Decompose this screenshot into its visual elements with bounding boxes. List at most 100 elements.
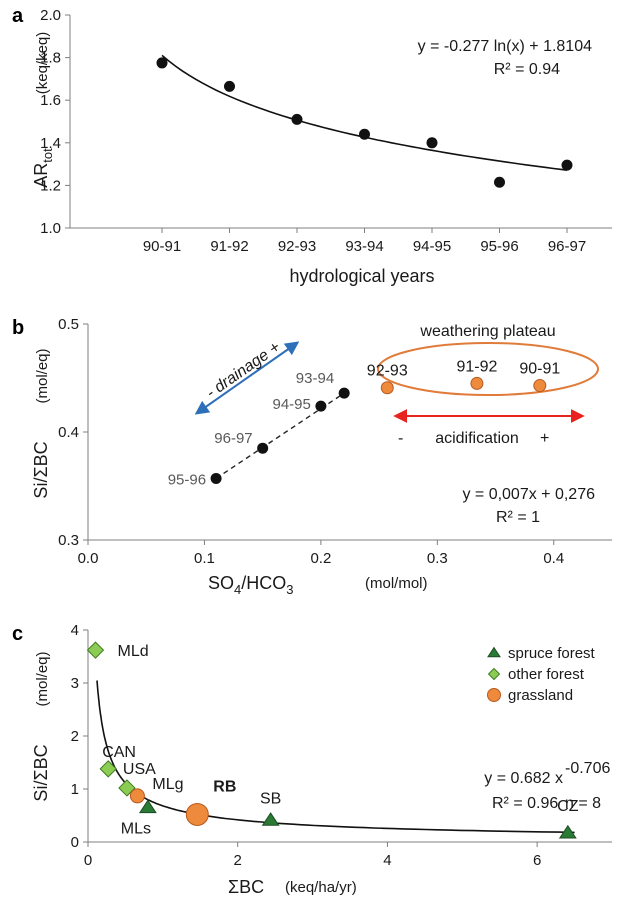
panel-c-x-unit: (keq/ha/yr) bbox=[285, 879, 357, 896]
panel-a-x-tick-label: 92-93 bbox=[278, 238, 316, 255]
panel-b-point bbox=[210, 472, 222, 484]
panel-b-x-label-so: SO bbox=[208, 573, 234, 593]
panel-c-x-tick-label: 4 bbox=[383, 852, 391, 869]
panel-a-point bbox=[359, 128, 370, 140]
panel-c-grassland-point bbox=[185, 802, 209, 826]
panel-c-y-tick-label: 0 bbox=[71, 834, 79, 851]
panel-a-y-label: ARtot bbox=[31, 148, 55, 188]
panel-a-point bbox=[494, 176, 505, 188]
panel-c-grassland-point bbox=[129, 788, 145, 804]
panel-b-equation: y = 0,007x + 0,276 bbox=[462, 486, 595, 503]
panel-c-point-label: MLd bbox=[117, 643, 148, 660]
panel-b-point-label: 95-96 bbox=[168, 471, 206, 488]
panel-c-equation: y = 0.682 x bbox=[484, 770, 563, 787]
panel-b-x-tick-label: 0.1 bbox=[194, 550, 215, 567]
panel-a-x-tick-label: 90-91 bbox=[143, 238, 181, 255]
panel-c-y-tick-label: 4 bbox=[71, 622, 79, 639]
panel-c-legend: spruce forest other forest grassland bbox=[487, 645, 596, 704]
panel-a-y-tick-label: 1.4 bbox=[40, 135, 61, 152]
panel-c-r2: R² = 0.96 bbox=[492, 795, 558, 812]
panel-b-plateau-label: 92-93 bbox=[367, 363, 408, 380]
panel-a-letter: a bbox=[12, 5, 24, 27]
panel-a-x-tick-label: 96-97 bbox=[548, 238, 586, 255]
panel-a-equation: y = -0.277 ln(x) + 1.8104 bbox=[418, 38, 592, 55]
panel-a-y-tick-label: 1.0 bbox=[40, 220, 61, 237]
panel-c-point-label: CZ bbox=[557, 798, 579, 815]
panel-b-plateau-point bbox=[380, 381, 394, 395]
panel-b-y-ticks: 0.3 0.4 0.5 bbox=[58, 316, 88, 549]
panel-c-point-label: USA bbox=[123, 761, 156, 778]
acidification-minus: - bbox=[398, 430, 403, 447]
panel-c-y-label: Si/ΣBC bbox=[31, 744, 51, 801]
panel-c-y-ticks: 0 1 2 3 4 bbox=[71, 622, 88, 851]
panel-b-x-tick-label: 0.0 bbox=[78, 550, 99, 567]
panel-c-x-ticks: 0 2 4 6 bbox=[84, 842, 541, 869]
panel-b-x-unit: (mol/mol) bbox=[365, 575, 428, 592]
panel-b-plateau-point bbox=[533, 379, 547, 393]
panel-c-n: n = 8 bbox=[565, 795, 601, 812]
panel-b-letter: b bbox=[12, 317, 24, 339]
panel-a-point bbox=[561, 159, 573, 171]
legend-spruce-marker bbox=[487, 646, 501, 658]
panel-b-point bbox=[338, 387, 350, 399]
panel-a-point bbox=[224, 80, 235, 92]
panel-c-trendline bbox=[96, 680, 575, 834]
panel-a-y-label-sub: tot bbox=[40, 148, 55, 163]
panel-a-point bbox=[426, 137, 438, 149]
drainage-label: - drainage + bbox=[203, 339, 283, 402]
panel-c-point-label: RB bbox=[213, 778, 236, 795]
panel-a-x-label: hydrological years bbox=[289, 266, 434, 286]
panel-c-other-forest-point bbox=[99, 760, 117, 778]
panel-a-point bbox=[156, 57, 168, 69]
panel-b-x-label-sub3: 3 bbox=[286, 582, 293, 597]
legend-entry: spruce forest bbox=[508, 645, 596, 662]
panel-b-x-label: SO4/HCO3 bbox=[208, 573, 293, 597]
panel-a-x-tick-label: 95-96 bbox=[480, 238, 518, 255]
panel-c-x-tick-label: 2 bbox=[234, 852, 242, 869]
drainage-arrow bbox=[194, 341, 300, 415]
panel-b-x-tick-label: 0.4 bbox=[543, 550, 564, 567]
panel-a-r2: R² = 0.94 bbox=[494, 61, 560, 78]
legend-entry: other forest bbox=[508, 666, 585, 683]
panel-c-spruce-point bbox=[261, 812, 280, 826]
legend-entry: grassland bbox=[508, 687, 573, 704]
panel-b-plateau-label: 90-91 bbox=[519, 361, 560, 378]
panel-b-plateau-point bbox=[470, 376, 484, 390]
panel-a-x-tick-label: 91-92 bbox=[210, 238, 248, 255]
panel-a-y-label-main: AR bbox=[31, 163, 51, 188]
panel-b-x-tick-label: 0.3 bbox=[427, 550, 448, 567]
panel-c-other-forest-point bbox=[118, 779, 136, 797]
acidification-word: acidification bbox=[435, 430, 519, 447]
panel-a-y-tick-label: 2.0 bbox=[40, 7, 61, 24]
panel-b-annotations: - drainage + - acidification + bbox=[194, 339, 599, 447]
panel-c-axes bbox=[87, 630, 612, 843]
panel-c-point-label: MLg bbox=[152, 776, 183, 793]
panel-b-y-label: Si/ΣBC bbox=[31, 441, 51, 498]
panel-c-point-label: CAN bbox=[102, 744, 136, 761]
panel-b-marks: 95-96 96-97 94-95 93-94 92-93 91-92 90-91 bbox=[87, 324, 612, 541]
panel-c-point-label: MLs bbox=[121, 821, 151, 838]
panel-b-point-label: 93-94 bbox=[296, 370, 334, 387]
panel-b-y-tick-label: 0.5 bbox=[58, 316, 79, 333]
legend-other-forest-marker bbox=[487, 667, 501, 681]
panel-a-marks bbox=[69, 15, 612, 229]
panel-b-x-ticks: 0.0 0.1 0.2 0.3 0.4 bbox=[78, 540, 564, 567]
panel-c-y-tick-label: 3 bbox=[71, 675, 79, 692]
panel-a-y-tick-label: 1.8 bbox=[40, 50, 61, 67]
panel-c-exponent: -0.706 bbox=[565, 760, 610, 777]
panel-c-spruce-point bbox=[138, 799, 157, 814]
panel-a: a 1.0 1.2 1.4 1.6 1.8 2.0 90-91 91-92 92-93 93-9… bbox=[12, 5, 612, 286]
panel-b-x-tick-label: 0.2 bbox=[310, 550, 331, 567]
panel-c-y-tick-label: 2 bbox=[71, 728, 79, 745]
panel-b-y-tick-label: 0.3 bbox=[58, 532, 79, 549]
panel-b-y-tick-label: 0.4 bbox=[58, 424, 79, 441]
panel-a-y-tick-label: 1.2 bbox=[40, 177, 61, 194]
panel-a-y-ticks: 1.0 1.2 1.4 1.6 1.8 2.0 bbox=[40, 7, 70, 237]
panel-b-y-unit: (mol/eq) bbox=[34, 348, 51, 403]
plateau-label: weathering plateau bbox=[419, 323, 555, 340]
plateau-ellipse bbox=[377, 342, 599, 396]
panel-a-y-tick-label: 1.6 bbox=[40, 92, 61, 109]
